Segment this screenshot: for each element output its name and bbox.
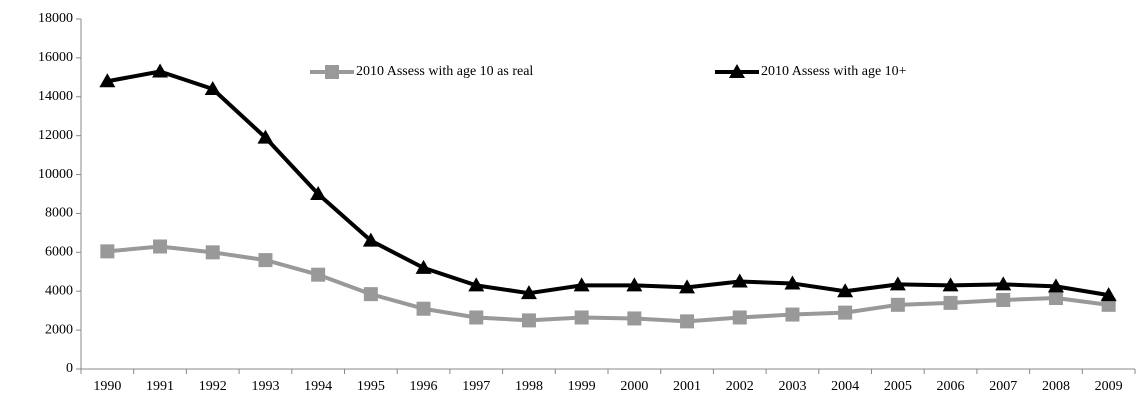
point-marker [311, 267, 326, 282]
x-tick-label: 2007 [989, 379, 1017, 394]
y-tick-label: 8000 [45, 206, 73, 221]
point-marker [996, 292, 1011, 307]
point-marker [784, 275, 801, 290]
x-tick-label: 2009 [1095, 379, 1123, 394]
legend-label: 2010 Assess with age 10+ [761, 64, 907, 79]
point-marker [416, 301, 431, 316]
point-marker [942, 277, 959, 292]
point-marker [468, 277, 485, 292]
y-tick-label: 16000 [38, 50, 73, 65]
point-marker [258, 253, 273, 268]
y-tick-label: 12000 [38, 128, 73, 143]
point-marker [204, 81, 221, 95]
point-marker [205, 245, 220, 260]
point-marker [363, 287, 378, 302]
legend-marker [729, 64, 745, 78]
point-marker [415, 259, 432, 274]
point-marker [1047, 278, 1064, 293]
point-marker [100, 244, 115, 259]
point-marker [1100, 287, 1117, 302]
point-marker [943, 295, 958, 310]
legend-label: 2010 Assess with age 10 as real [356, 64, 533, 79]
x-tick-label: 1998 [515, 379, 543, 394]
x-tick-label: 1999 [568, 379, 596, 394]
point-marker [995, 276, 1012, 291]
point-marker [310, 186, 327, 200]
point-marker [1101, 297, 1116, 312]
point-marker [573, 277, 590, 292]
point-marker [99, 73, 116, 88]
point-marker [574, 310, 589, 325]
point-marker [838, 305, 853, 320]
series-line [107, 244, 1109, 324]
y-tick-label: 2000 [45, 322, 73, 337]
y-tick-label: 10000 [38, 167, 73, 182]
point-marker [152, 63, 169, 78]
x-tick-label: 1993 [251, 379, 279, 394]
y-tick-label: 4000 [45, 283, 73, 298]
x-tick-label: 1992 [199, 379, 227, 394]
point-marker [731, 273, 748, 288]
point-marker [520, 285, 537, 300]
point-marker [626, 277, 643, 292]
x-tick-label: 1990 [93, 379, 121, 394]
x-tick-label: 2006 [937, 379, 965, 394]
x-tick-label: 2002 [726, 379, 754, 394]
point-marker [362, 232, 379, 247]
point-marker [680, 314, 695, 329]
y-tick-label: 0 [66, 361, 73, 376]
point-marker [469, 310, 484, 325]
y-tick-label: 6000 [45, 245, 73, 260]
x-tick-label: 1997 [462, 379, 490, 394]
x-tick-label: 1995 [357, 379, 385, 394]
point-marker [732, 310, 747, 325]
point-marker [837, 283, 854, 298]
y-tick-label: 18000 [38, 11, 73, 26]
point-marker [257, 129, 274, 144]
x-tick-label: 2001 [673, 379, 701, 394]
point-marker [785, 307, 800, 322]
legend-marker [325, 65, 339, 79]
point-marker [627, 311, 642, 326]
point-marker [1048, 291, 1063, 306]
x-tick-label: 2004 [831, 379, 859, 394]
x-tick-label: 2005 [884, 379, 912, 394]
point-marker [679, 279, 696, 294]
x-tick-label: 1994 [304, 379, 332, 394]
y-tick-label: 14000 [38, 89, 73, 104]
x-tick-label: 2000 [620, 379, 648, 394]
x-tick-label: 1991 [146, 379, 174, 394]
point-marker [521, 313, 536, 328]
x-tick-label: 2003 [778, 379, 806, 394]
series-line [106, 69, 1109, 298]
point-marker [889, 276, 906, 291]
point-marker [153, 239, 168, 254]
x-tick-label: 2008 [1042, 379, 1070, 394]
point-marker [890, 297, 905, 312]
x-tick-label: 1996 [410, 379, 438, 394]
